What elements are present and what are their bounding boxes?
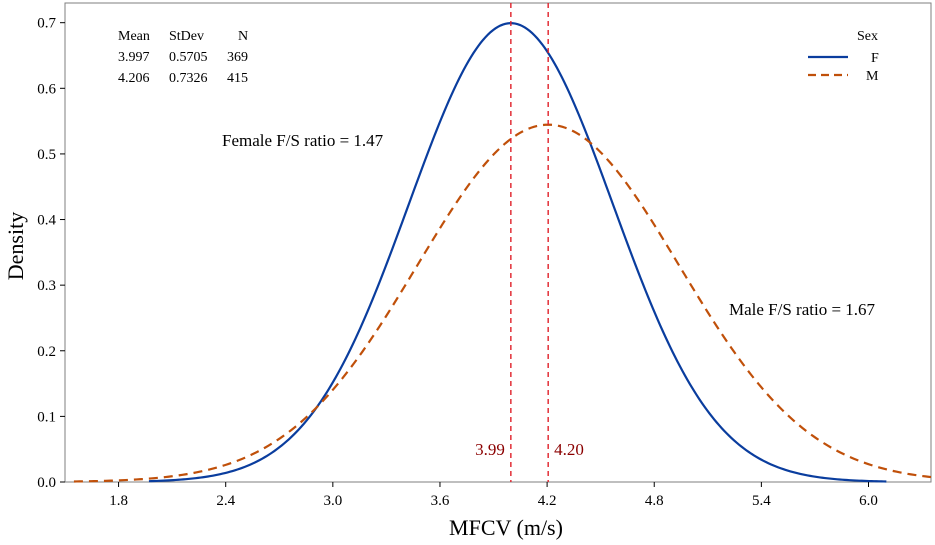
legend-title: Sex bbox=[857, 29, 878, 44]
stats-row-m-mean: 4.206 bbox=[118, 71, 150, 86]
x-tick-label-6: 5.4 bbox=[752, 493, 771, 509]
stats-row-m-n: 415 bbox=[227, 71, 248, 86]
stats-header-n: N bbox=[238, 29, 248, 44]
y-tick-label-3: 0.3 bbox=[37, 278, 56, 294]
legend-label-m: M bbox=[866, 69, 879, 84]
mean-label-1: 4.20 bbox=[554, 440, 584, 459]
x-tick-label-4: 4.2 bbox=[538, 493, 557, 509]
male-ratio-annotation: Male F/S ratio = 1.67 bbox=[729, 300, 876, 319]
stats-row-f-mean: 3.997 bbox=[118, 50, 150, 65]
x-axis-ticks: 1.8 2.4 3.0 3.6 4.2 4.8 5.4 6.0 bbox=[109, 482, 878, 509]
y-tick-label-7: 0.7 bbox=[37, 16, 56, 32]
y-tick-label-5: 0.5 bbox=[37, 147, 56, 163]
y-axis-ticks: 0.0 0.1 0.2 0.3 0.4 0.5 0.6 0.7 bbox=[37, 16, 65, 491]
legend-label-f: F bbox=[871, 51, 879, 66]
y-tick-label-6: 0.6 bbox=[37, 81, 56, 97]
x-tick-label-1: 2.4 bbox=[216, 493, 235, 509]
x-tick-label-2: 3.0 bbox=[323, 493, 342, 509]
plot-frame bbox=[64, 2, 932, 483]
y-tick-label-2: 0.2 bbox=[37, 344, 56, 360]
x-tick-label-0: 1.8 bbox=[109, 493, 128, 509]
x-tick-label-7: 6.0 bbox=[859, 493, 878, 509]
density-curves bbox=[73, 22, 932, 483]
stats-row-m-stdev: 0.7326 bbox=[169, 71, 208, 86]
stats-table: Mean StDev N 3.997 0.5705 369 4.206 0.73… bbox=[118, 29, 248, 86]
x-tick-label-5: 4.8 bbox=[645, 493, 664, 509]
y-tick-label-0: 0.0 bbox=[37, 475, 56, 491]
stats-header-mean: Mean bbox=[118, 29, 150, 44]
stats-header-stdev: StDev bbox=[169, 29, 204, 44]
legend: Sex F M bbox=[808, 29, 879, 84]
mean-label-0: 3.99 bbox=[475, 440, 505, 459]
x-tick-label-3: 3.6 bbox=[431, 493, 450, 509]
y-tick-label-1: 0.1 bbox=[37, 409, 56, 425]
stats-row-f-n: 369 bbox=[227, 50, 248, 65]
series-line-f bbox=[148, 22, 887, 483]
female-ratio-annotation: Female F/S ratio = 1.47 bbox=[222, 131, 384, 150]
series-line-m bbox=[73, 123, 932, 483]
x-axis-title: MFCV (m/s) bbox=[449, 515, 563, 540]
mean-reference-lines: 3.99 4.20 bbox=[475, 3, 584, 482]
y-axis-title: Density bbox=[3, 212, 28, 280]
y-tick-label-4: 0.4 bbox=[37, 213, 56, 229]
stats-row-f-stdev: 0.5705 bbox=[169, 50, 208, 65]
